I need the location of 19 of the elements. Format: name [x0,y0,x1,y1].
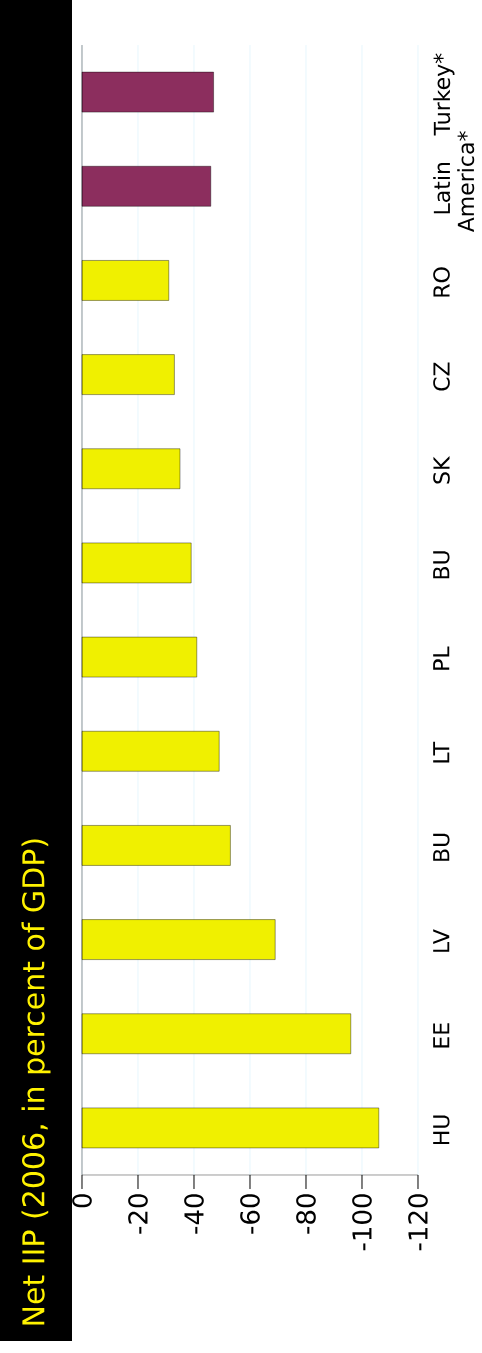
y-tick-label: PL [433,646,450,670]
y-tick-label: SK [433,456,450,484]
y-tick-label: LT [433,741,450,763]
x-tick-label: -80 [296,1194,316,1234]
y-tick-label: BU [433,833,450,861]
x-tick-label: 0 [72,1194,92,1208]
x-tick-label: -20 [128,1194,148,1234]
y-tick-label: BU [433,551,450,579]
y-tick-label: HU [433,1115,450,1145]
y-tick-label: RO [433,267,450,297]
y-tick-label: EE [433,1023,450,1048]
y-tick-label: CZ [433,362,450,391]
x-tick-label: -100 [352,1194,372,1251]
y-tick-label: Turkey* [433,53,455,136]
x-tick-label: -120 [408,1194,428,1251]
text: Net IIP (2006, in percent of GDP) [21,839,51,1325]
x-tick-label: -40 [184,1194,204,1234]
x-tick-label: -60 [240,1194,260,1234]
y-tick-label: LV [433,929,450,952]
